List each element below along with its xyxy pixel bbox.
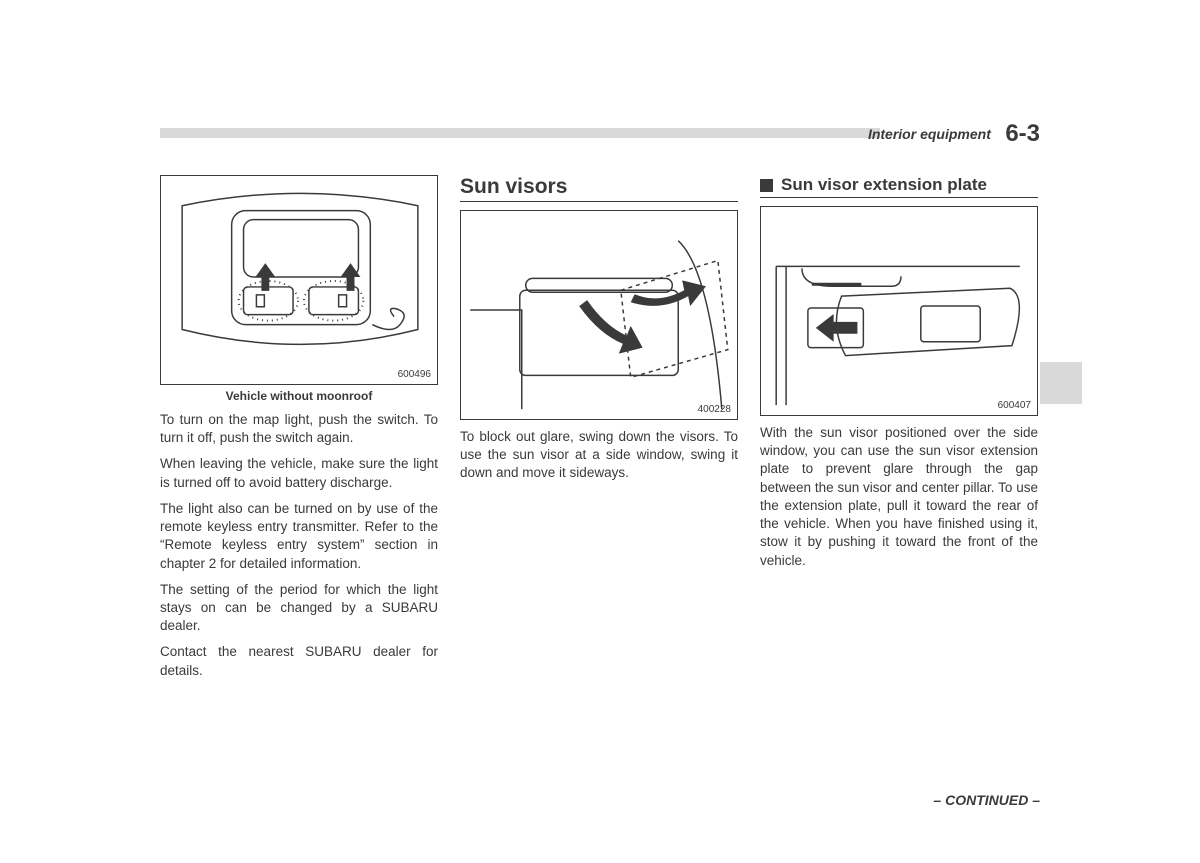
- chapter-name: Interior equipment: [868, 126, 991, 142]
- figure-id: 600496: [398, 369, 431, 380]
- figure-map-light: 600496: [160, 175, 438, 385]
- continued-footer: – CONTINUED –: [933, 792, 1040, 808]
- figure-caption: Vehicle without moonroof: [160, 389, 438, 403]
- column-3: Sun visor extension plate: [760, 175, 1038, 680]
- column-1: 600496 Vehicle without moonroof To turn …: [160, 175, 438, 680]
- heading-extension-plate: Sun visor extension plate: [760, 175, 1038, 198]
- paragraph: Contact the nearest SUBARU dealer for de…: [160, 643, 438, 679]
- paragraph: With the sun visor positioned over the s…: [760, 424, 1038, 570]
- heading-text: Sun visor extension plate: [781, 175, 987, 195]
- column-2: Sun visors: [460, 175, 738, 680]
- thumb-tab: [1040, 362, 1082, 404]
- paragraph: The setting of the period for which the …: [160, 581, 438, 636]
- paragraph: To block out glare, swing down the visor…: [460, 428, 738, 483]
- page-number: 6-3: [1005, 120, 1040, 147]
- figure-id: 600407: [998, 400, 1031, 411]
- header-grey-bar: [160, 128, 880, 138]
- figure-extension-plate: 600407: [760, 206, 1038, 416]
- paragraph: When leaving the vehicle, make sure the …: [160, 455, 438, 491]
- paragraph: The light also can be turned on by use o…: [160, 500, 438, 573]
- content-columns: 600496 Vehicle without moonroof To turn …: [160, 175, 1040, 680]
- paragraph: To turn on the map light, push the switc…: [160, 411, 438, 447]
- figure-sun-visor: 400228: [460, 210, 738, 420]
- figure-id: 400228: [698, 404, 731, 415]
- page-header: Interior equipment 6-3: [868, 120, 1040, 148]
- square-bullet-icon: [760, 179, 773, 192]
- heading-sun-visors: Sun visors: [460, 175, 738, 202]
